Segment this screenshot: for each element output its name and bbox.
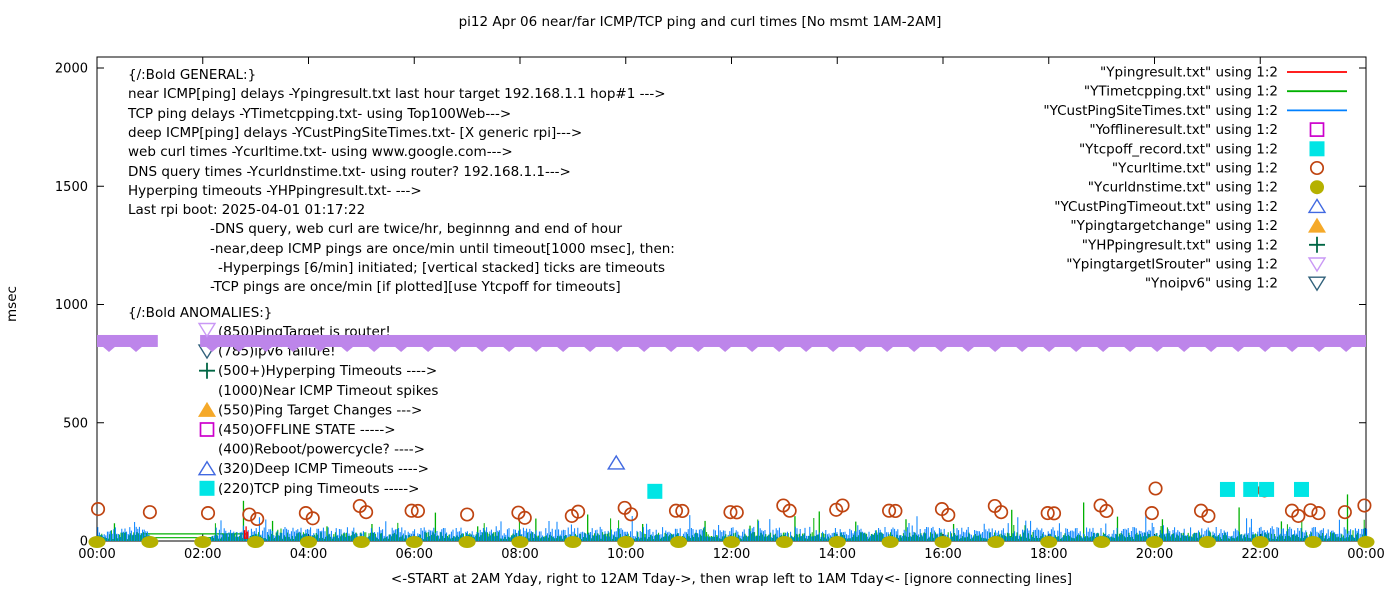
svg-text:"Ytcpoff_record.txt" using 1:2: "Ytcpoff_record.txt" using 1:2 [1079, 141, 1278, 157]
svg-text:{/:Bold ANOMALIES:}: {/:Bold ANOMALIES:} [128, 305, 272, 321]
svg-text:{/:Bold GENERAL:}: {/:Bold GENERAL:} [128, 67, 256, 83]
svg-text:TCP ping delays -YTimetcpping.: TCP ping delays -YTimetcpping.txt- using… [127, 106, 511, 122]
svg-text:"YpingtargetISrouter" using 1:: "YpingtargetISrouter" using 1:2 [1066, 257, 1278, 273]
svg-text:14:00: 14:00 [819, 547, 856, 562]
svg-text:"Ypingresult.txt" using 1:2: "Ypingresult.txt" using 1:2 [1100, 65, 1278, 81]
anomaly-annotations: {/:Bold ANOMALIES:}(850)PingTarget is ro… [128, 305, 438, 497]
svg-text:-TCP pings are once/min [if pl: -TCP pings are once/min [if plotted][use… [210, 279, 621, 295]
svg-text:(785)ipv6 failure!: (785)ipv6 failure! [218, 344, 336, 360]
svg-text:"YTimetcpping.txt" using 1:2: "YTimetcpping.txt" using 1:2 [1084, 84, 1278, 100]
svg-text:(400)Reboot/powercycle? ---->: (400)Reboot/powercycle? ----> [218, 442, 425, 458]
svg-text:(220)TCP ping Timeouts ----->: (220)TCP ping Timeouts -----> [218, 481, 420, 497]
curl-time-circles [91, 481, 1372, 527]
svg-text:12:00: 12:00 [713, 547, 750, 562]
svg-text:2000: 2000 [55, 62, 88, 77]
svg-text:(500+)Hyperping Timeouts ---->: (500+)Hyperping Timeouts ----> [218, 363, 437, 379]
svg-text:1000: 1000 [55, 298, 88, 313]
svg-text:DNS query times -Ycurldnstime.: DNS query times -Ycurldnstime.txt- using… [128, 164, 571, 180]
svg-text:(1000)Near ICMP Timeout spikes: (1000)Near ICMP Timeout spikes [218, 383, 438, 399]
router-band [97, 322, 1367, 352]
svg-text:near ICMP[ping] delays -Ypingr: near ICMP[ping] delays -Ypingresult.txt … [128, 86, 666, 102]
svg-text:"Yofflineresult.txt" using 1:2: "Yofflineresult.txt" using 1:2 [1089, 122, 1278, 138]
svg-text:"Ypingtargetchange" using 1:2: "Ypingtargetchange" using 1:2 [1070, 218, 1278, 234]
svg-text:02:00: 02:00 [184, 547, 221, 562]
svg-text:00:00: 00:00 [78, 547, 115, 562]
svg-text:04:00: 04:00 [290, 547, 327, 562]
x-axis-label: <-START at 2AM Yday, right to 12AM Tday-… [390, 571, 1073, 587]
svg-text:20:00: 20:00 [1136, 547, 1173, 562]
dns-query-dots [88, 536, 1375, 548]
svg-text:"Ycurltime.txt" using 1:2: "Ycurltime.txt" using 1:2 [1112, 161, 1278, 177]
svg-text:(450)OFFLINE STATE ----->: (450)OFFLINE STATE -----> [218, 422, 396, 438]
general-annotations: {/:Bold GENERAL:} near ICMP[ping] delays … [127, 67, 675, 295]
svg-text:deep ICMP[ping] delays -YCustP: deep ICMP[ping] delays -YCustPingSiteTim… [128, 125, 582, 141]
svg-text:-near,deep ICMP pings are once: -near,deep ICMP pings are once/min until… [210, 241, 675, 257]
svg-text:06:00: 06:00 [396, 547, 433, 562]
deep-icmp-timeout-triangles [606, 454, 626, 470]
tcp-timeout-squares [647, 481, 1309, 499]
svg-text:web curl times -Ycurltime.txt-: web curl times -Ycurltime.txt- using www… [128, 144, 513, 160]
svg-text:0: 0 [80, 535, 88, 550]
svg-text:-Hyperpings [6/min] initiated;: -Hyperpings [6/min] initiated; [vertical… [218, 260, 665, 276]
svg-text:500: 500 [63, 416, 88, 431]
svg-text:"YCustPingSiteTimes.txt" using: "YCustPingSiteTimes.txt" using 1:2 [1043, 103, 1278, 119]
svg-text:"YCustPingTimeout.txt" using 1: "YCustPingTimeout.txt" using 1:2 [1054, 199, 1278, 215]
chart-title: pi12 Apr 06 near/far ICMP/TCP ping and c… [458, 14, 942, 30]
svg-text:"Ycurldnstime.txt" using 1:2: "Ycurldnstime.txt" using 1:2 [1088, 180, 1278, 196]
svg-text:"Ynoipv6" using 1:2: "Ynoipv6" using 1:2 [1145, 276, 1278, 292]
svg-text:16:00: 16:00 [924, 547, 961, 562]
svg-text:(320)Deep ICMP Timeouts ---->: (320)Deep ICMP Timeouts ----> [218, 461, 429, 477]
svg-text:08:00: 08:00 [501, 547, 538, 562]
svg-text:22:00: 22:00 [1242, 547, 1279, 562]
svg-text:18:00: 18:00 [1030, 547, 1067, 562]
legend: "Ypingresult.txt" using 1:2 "YTimetcpping… [1043, 65, 1347, 292]
svg-text:"YHPpingresult.txt" using 1:2: "YHPpingresult.txt" using 1:2 [1082, 237, 1278, 253]
near-icmp-red [243, 526, 249, 539]
svg-text:(550)Ping Target Changes --->: (550)Ping Target Changes ---> [218, 402, 422, 418]
svg-text:1500: 1500 [55, 180, 88, 195]
svg-text:10:00: 10:00 [607, 547, 644, 562]
svg-text:-DNS query, web curl are twice: -DNS query, web curl are twice/hr, begin… [210, 221, 623, 237]
svg-text:Last rpi boot: 2025-04-01 01:1: Last rpi boot: 2025-04-01 01:17:22 [128, 202, 365, 218]
svg-text:00:00: 00:00 [1347, 547, 1384, 562]
svg-text:Hyperping timeouts -YHPpingres: Hyperping timeouts -YHPpingresult.txt- -… [128, 183, 422, 199]
